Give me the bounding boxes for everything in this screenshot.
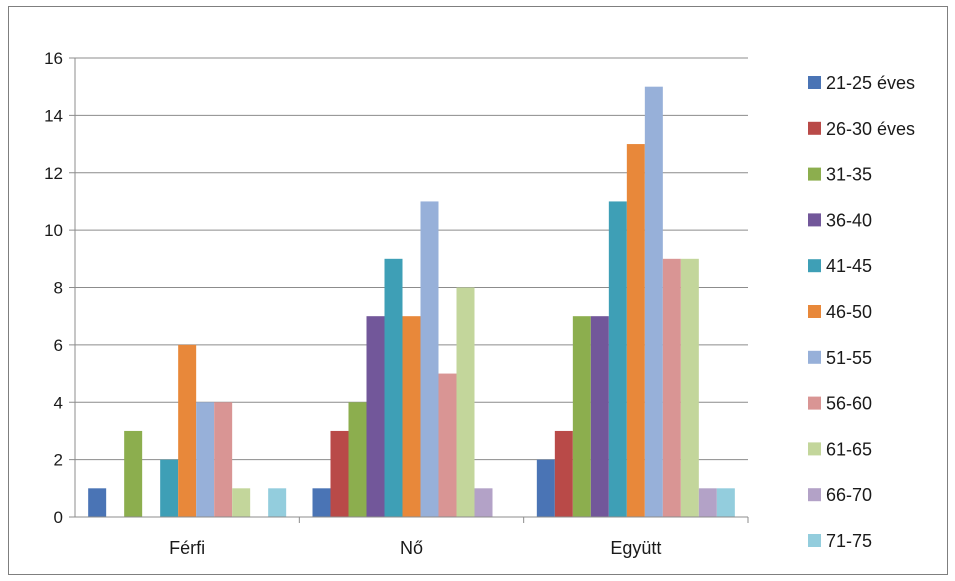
bar <box>124 430 143 517</box>
y-tick-label: 6 <box>54 336 63 355</box>
legend-label: 46-50 <box>826 302 872 322</box>
legend-swatch <box>808 167 821 181</box>
bar <box>402 316 421 517</box>
legend-label: 51-55 <box>826 348 872 368</box>
y-axis-ticks: 0 2 4 6 8 10 12 14 16 <box>44 49 75 527</box>
bar <box>662 258 681 517</box>
bar <box>698 488 717 517</box>
bar <box>214 402 233 517</box>
bar <box>644 86 663 517</box>
x-category-label: Nő <box>400 538 423 558</box>
y-tick-label: 2 <box>54 451 63 470</box>
bar <box>438 373 457 517</box>
bar <box>680 258 699 517</box>
bar <box>456 287 475 517</box>
bar <box>348 402 367 517</box>
bar <box>590 316 609 517</box>
legend-swatch <box>808 488 821 502</box>
legend-swatch <box>808 350 821 364</box>
y-tick-label: 4 <box>54 393 63 412</box>
bar <box>626 144 645 517</box>
bar <box>312 488 331 517</box>
bar <box>330 430 349 517</box>
legend-label: 66-70 <box>826 485 872 505</box>
legend-swatch <box>808 442 821 456</box>
legend-swatch <box>808 305 821 318</box>
bars <box>88 86 735 517</box>
bar <box>196 402 215 517</box>
bar <box>268 488 287 517</box>
y-tick-label: 10 <box>44 221 63 240</box>
legend-label: 41-45 <box>826 256 872 276</box>
legend-swatch <box>808 213 821 227</box>
legend-label: 56-60 <box>826 394 872 414</box>
bar <box>716 488 735 517</box>
bar <box>232 488 251 517</box>
legend-label: 21-25 éves <box>826 73 915 93</box>
legend-label: 26-30 éves <box>826 119 915 139</box>
y-tick-label: 14 <box>44 106 63 125</box>
y-tick-label: 12 <box>44 164 63 183</box>
x-category-label: Férfi <box>169 538 205 558</box>
y-tick-label: 16 <box>44 49 63 68</box>
bar <box>420 201 439 517</box>
y-tick-label: 0 <box>54 508 63 527</box>
bar <box>608 201 627 517</box>
bar <box>536 459 555 517</box>
bar <box>178 344 197 517</box>
legend-swatch <box>808 121 821 135</box>
bar <box>88 488 107 517</box>
legend-label: 71-75 <box>826 531 872 551</box>
axes <box>74 58 749 523</box>
bar <box>554 430 573 517</box>
bar <box>384 258 403 517</box>
x-axis-labels: Férfi Nő Együtt <box>169 538 661 558</box>
y-tick-label: 8 <box>54 279 63 298</box>
legend-label: 36-40 <box>826 210 872 230</box>
legend-swatch <box>808 396 821 410</box>
legend-label: 31-35 <box>826 165 872 185</box>
x-category-label: Együtt <box>610 538 661 558</box>
legend-swatch <box>808 534 821 547</box>
bar <box>366 316 385 517</box>
bar <box>160 459 179 517</box>
legend: 21-25 éves 26-30 éves 31-35 36-40 41-45 46-50… <box>808 73 915 551</box>
legend-swatch <box>808 259 821 273</box>
legend-swatch <box>808 76 821 89</box>
bar <box>474 488 493 517</box>
legend-label: 61-65 <box>826 439 872 459</box>
bar <box>572 316 591 517</box>
